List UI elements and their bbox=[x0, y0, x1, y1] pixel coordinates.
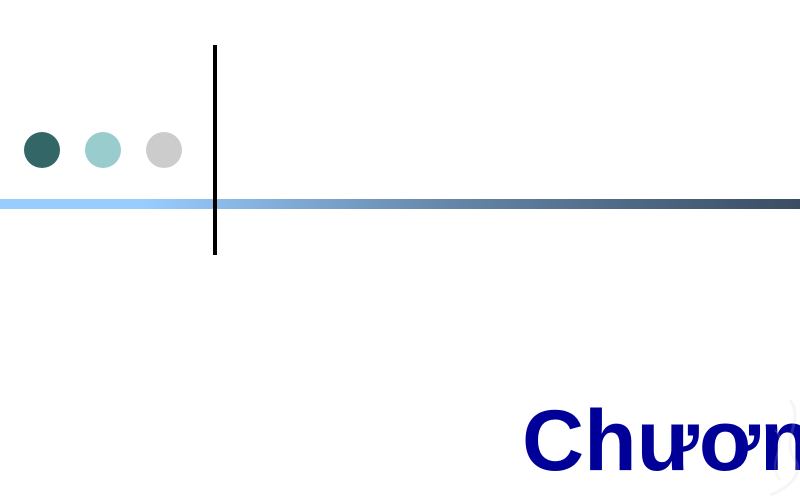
gradient-divider-bar bbox=[0, 199, 800, 209]
decorative-dot-gray bbox=[146, 132, 182, 168]
slide-title: Chươn bbox=[522, 393, 800, 489]
decorative-dot-light-teal bbox=[85, 132, 121, 168]
vertical-divider-line bbox=[213, 45, 217, 255]
decorative-dot-dark-teal bbox=[24, 132, 60, 168]
watermark-graphic bbox=[769, 399, 799, 497]
